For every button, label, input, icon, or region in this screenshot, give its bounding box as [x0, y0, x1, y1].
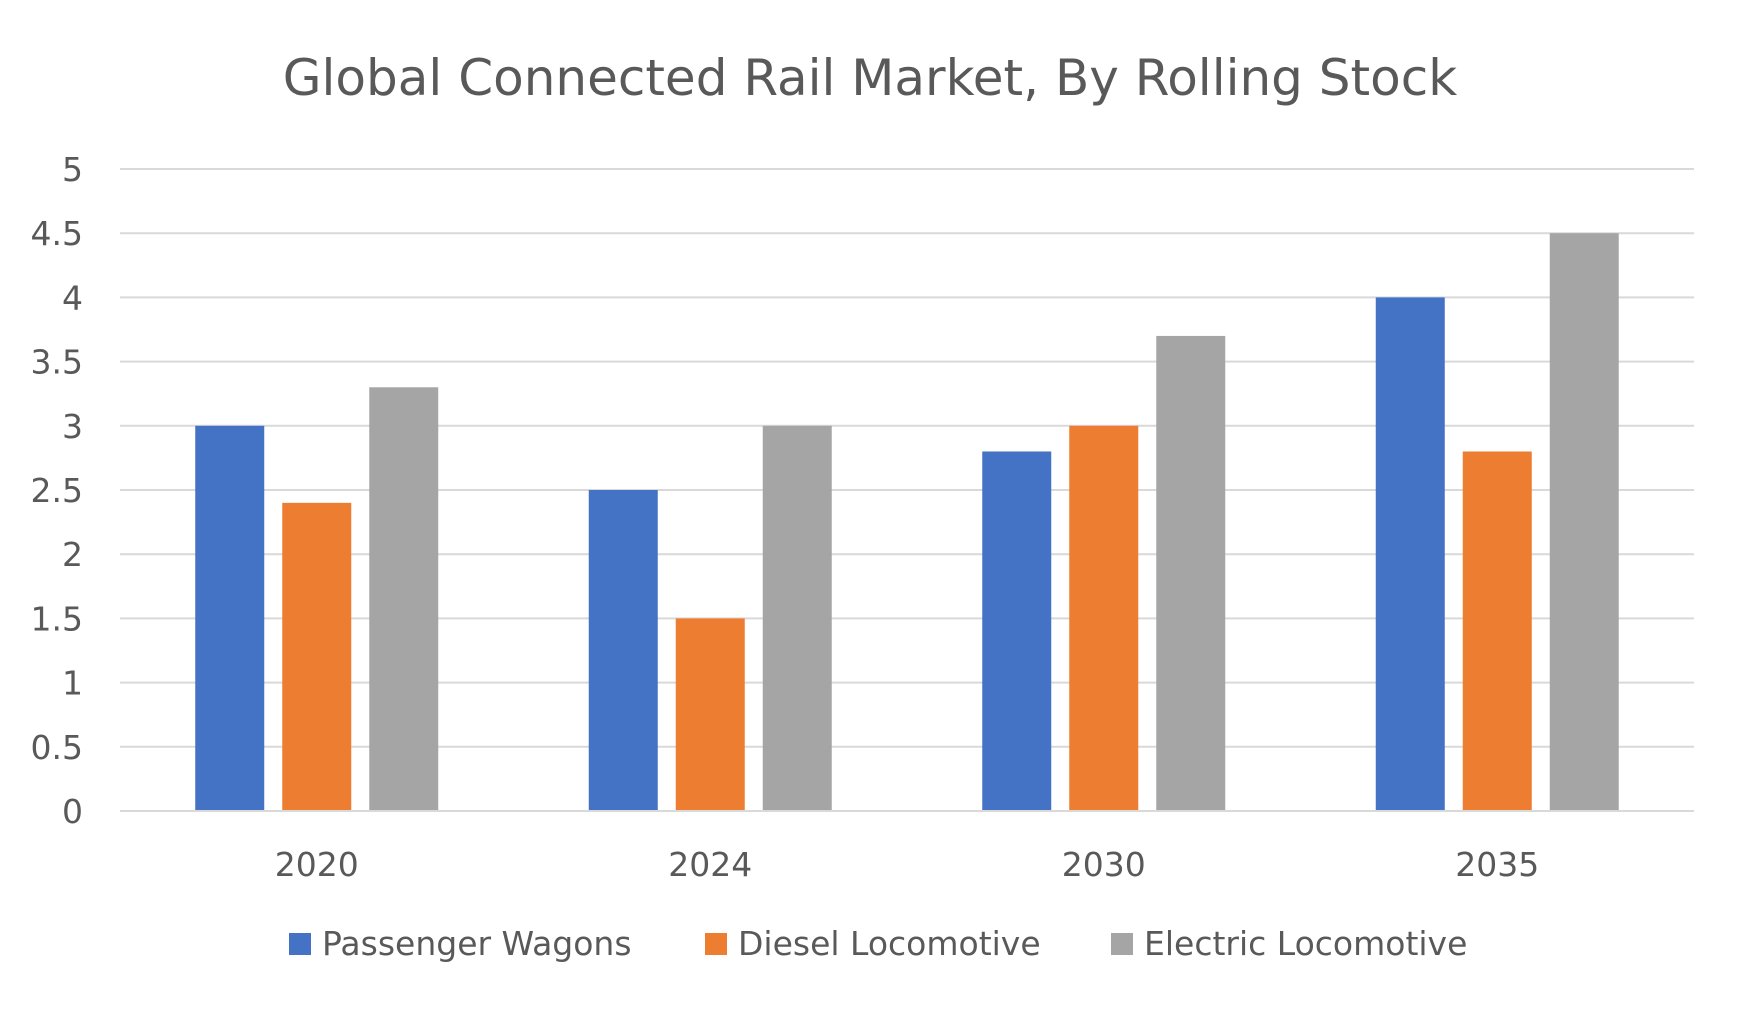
y-tick-label: 3.5 — [31, 343, 83, 382]
legend-swatch — [289, 933, 311, 955]
x-tick-label: 2030 — [1062, 845, 1146, 884]
bar-passenger-wagons-2030 — [982, 451, 1052, 811]
legend-item: Diesel Locomotive — [705, 924, 1041, 963]
gridlines — [120, 168, 1694, 748]
legend-label: Diesel Locomotive — [738, 924, 1041, 963]
bar-diesel-locomotive-2024 — [675, 618, 745, 811]
y-tick-label: 4 — [62, 278, 83, 317]
bar-electric-locomotive-2030 — [1156, 335, 1226, 811]
legend-item: Electric Locomotive — [1111, 924, 1467, 963]
legend-label: Electric Locomotive — [1144, 924, 1467, 963]
x-tick-label: 2024 — [668, 845, 752, 884]
legend: Passenger Wagons Diesel Locomotive Electri… — [289, 924, 1467, 963]
y-tick-label: 4.5 — [31, 214, 83, 253]
bars — [195, 233, 1619, 811]
bar-electric-locomotive-2020 — [369, 387, 439, 811]
legend-swatch — [705, 933, 727, 955]
legend-item: Passenger Wagons — [289, 924, 632, 963]
bar-passenger-wagons-2020 — [195, 425, 265, 811]
y-tick-label: 3 — [62, 407, 83, 446]
x-tick-label: 2035 — [1455, 845, 1539, 884]
bar-electric-locomotive-2035 — [1549, 233, 1619, 811]
bar-electric-locomotive-2024 — [762, 425, 832, 811]
bar-passenger-wagons-2024 — [588, 490, 658, 811]
chart-title: Global Connected Rail Market, By Rolling… — [283, 49, 1457, 107]
y-tick-label: 2 — [62, 535, 83, 574]
x-tick-label: 2020 — [275, 845, 359, 884]
bar-diesel-locomotive-2030 — [1069, 425, 1139, 811]
legend-swatch — [1111, 933, 1133, 955]
y-tick-label: 1 — [62, 664, 83, 703]
y-tick-label: 0.5 — [31, 728, 83, 767]
y-tick-label: 2.5 — [31, 471, 83, 510]
legend-label: Passenger Wagons — [322, 924, 632, 963]
y-tick-label: 0 — [62, 792, 83, 831]
y-tick-label: 5 — [62, 150, 83, 189]
y-axis-ticks: 0 0.5 1 1.5 2 2.5 3 3.5 4 4.5 5 — [31, 150, 83, 831]
bar-diesel-locomotive-2035 — [1462, 451, 1532, 811]
bar-passenger-wagons-2035 — [1375, 297, 1445, 811]
y-tick-label: 1.5 — [31, 599, 83, 638]
x-axis-ticks: 2020 2024 2030 2035 — [275, 845, 1539, 884]
bar-diesel-locomotive-2020 — [282, 502, 352, 811]
